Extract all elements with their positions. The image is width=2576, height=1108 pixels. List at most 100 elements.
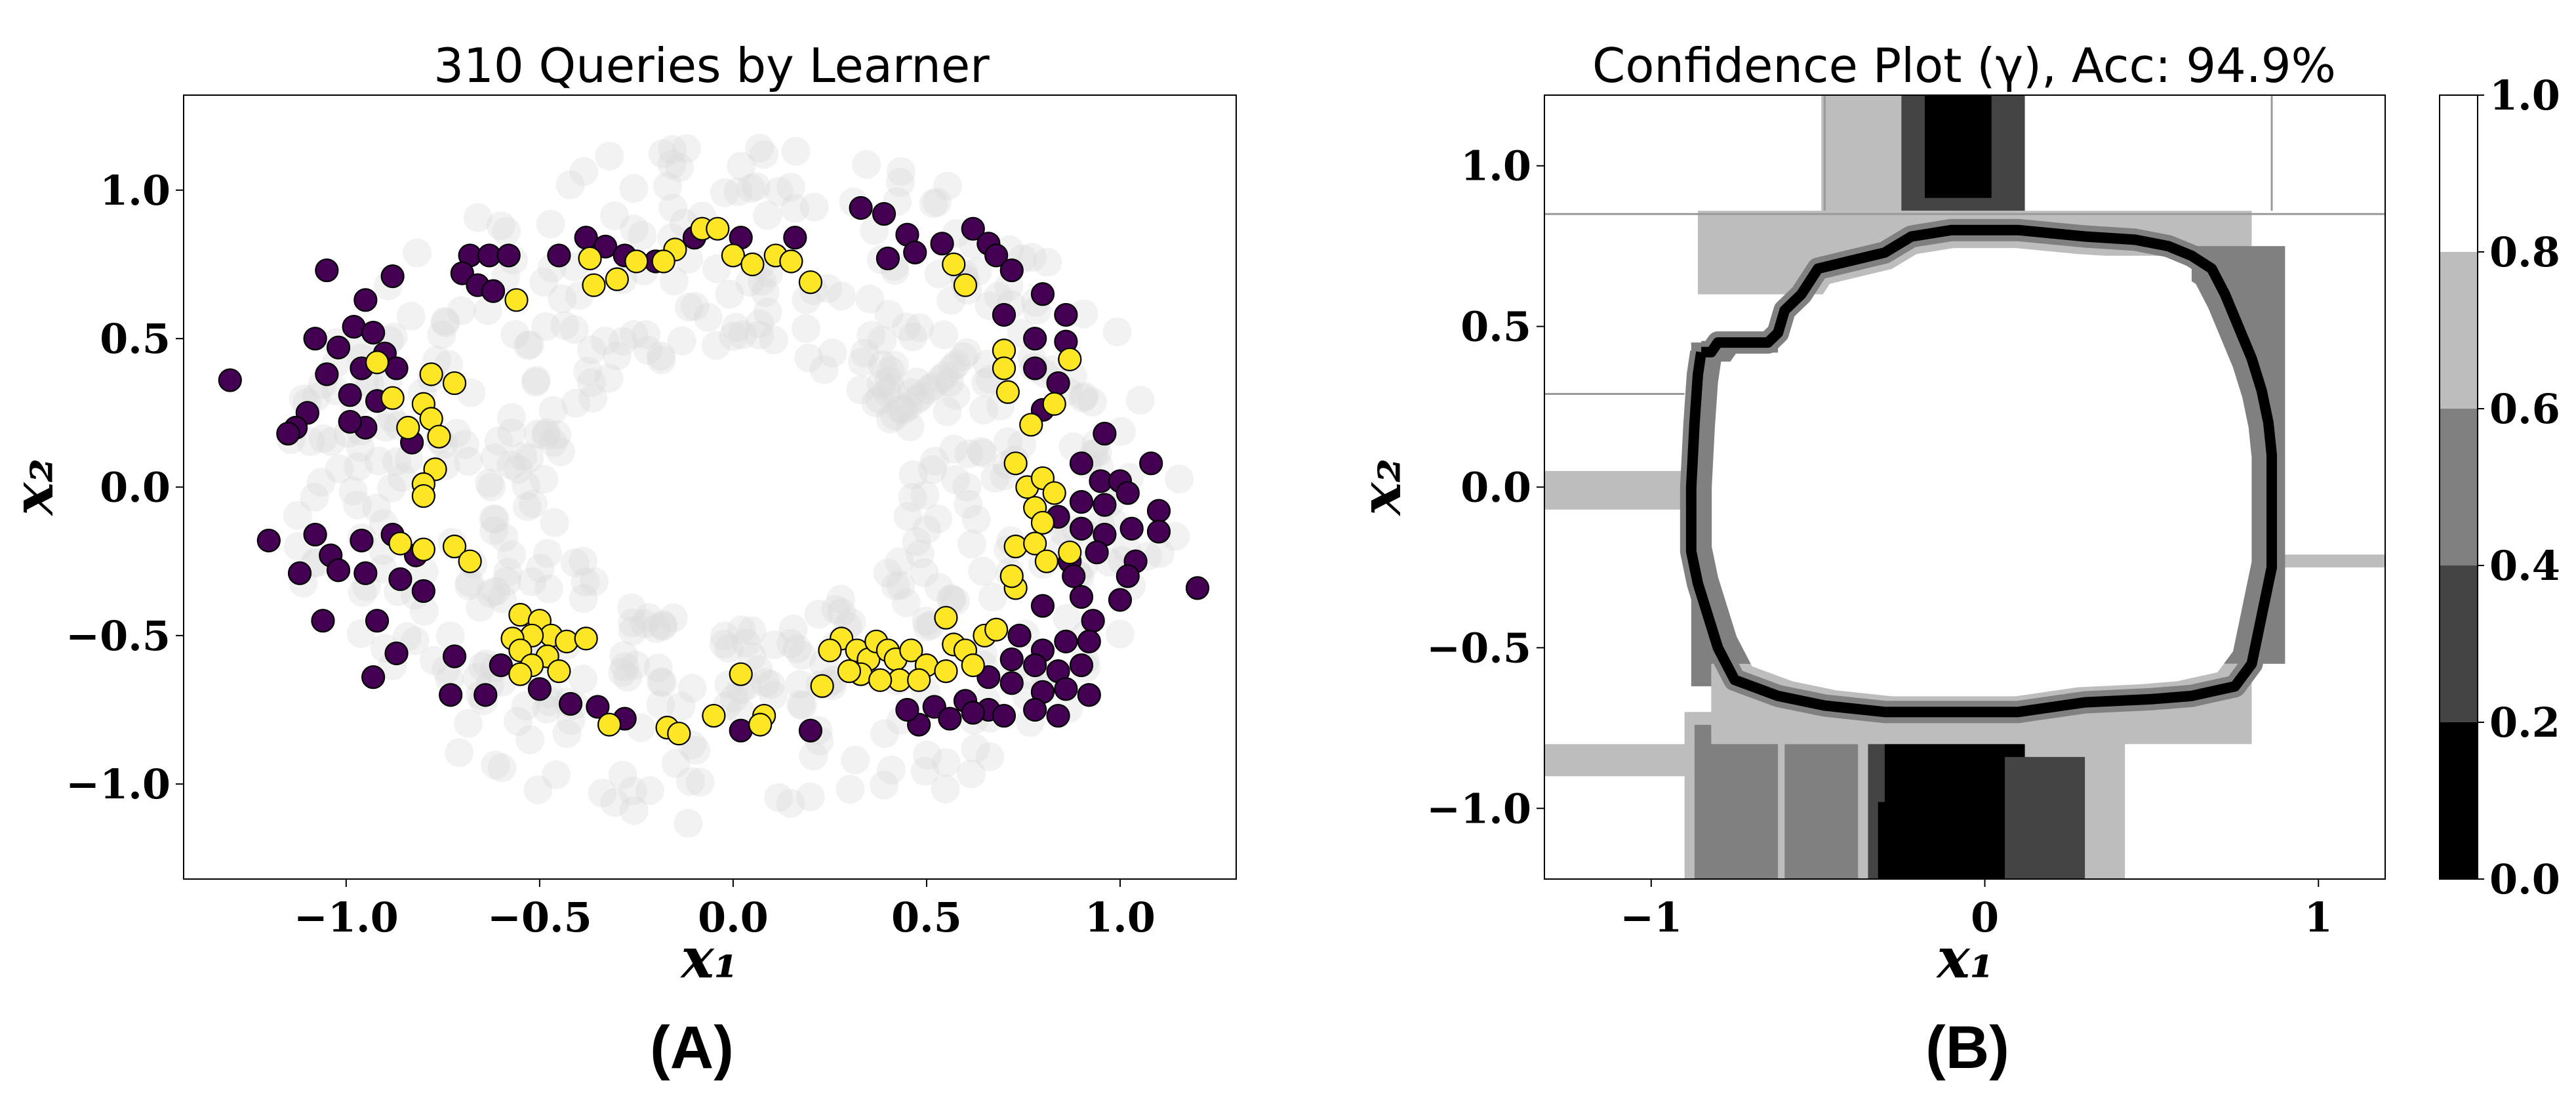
background-point: [742, 172, 771, 201]
background-point: [924, 573, 954, 602]
panel-a-label: (A): [650, 1014, 734, 1081]
purple-query-point: [1007, 623, 1032, 647]
purple-query-point: [938, 707, 962, 731]
yellow-query-point: [651, 249, 675, 274]
background-point: [646, 341, 675, 371]
background-point: [918, 371, 948, 401]
background-point: [939, 434, 969, 464]
background-point: [346, 432, 375, 462]
background-point: [744, 320, 774, 350]
purple-query-point: [311, 609, 335, 633]
background-point: [875, 404, 905, 434]
background-point: [609, 641, 639, 670]
colorbar-segment: [2440, 565, 2478, 722]
panel-a-title: 310 Queries by Learner: [433, 38, 990, 93]
background-point: [926, 364, 956, 394]
background-point: [875, 356, 905, 386]
yellow-query-point: [1023, 531, 1047, 556]
background-point: [1033, 247, 1062, 277]
background-point: [523, 775, 553, 804]
background-point: [776, 628, 806, 658]
background-point: [344, 452, 373, 482]
y-tick-label: 0.5: [1460, 303, 1531, 351]
background-point: [826, 585, 856, 614]
background-point: [427, 320, 456, 350]
yellow-query-point: [555, 629, 579, 653]
purple-query-point: [380, 264, 405, 289]
yellow-query-point: [582, 273, 606, 297]
yellow-query-point: [365, 350, 390, 375]
background-point: [865, 384, 895, 414]
purple-query-point: [1116, 481, 1140, 505]
y-tick-label: 1.0: [1460, 142, 1531, 190]
background-point: [325, 454, 354, 483]
purple-query-point: [1069, 490, 1094, 514]
purple-query-point: [1146, 499, 1171, 523]
background-point: [710, 178, 739, 207]
background-point: [873, 558, 902, 588]
background-point: [658, 193, 688, 222]
background-point: [889, 395, 919, 424]
colorbar-tick-label: 0.8: [2489, 228, 2560, 276]
background-point: [969, 396, 998, 425]
purple-query-point: [895, 697, 919, 722]
background-point: [484, 426, 513, 456]
background-point: [856, 321, 886, 350]
background-point: [723, 177, 753, 207]
background-point: [364, 446, 393, 476]
background-point: [633, 335, 662, 365]
background-point: [618, 608, 647, 638]
background-point: [886, 157, 916, 186]
background-point: [646, 667, 675, 697]
colorbar-tick-label: 0.0: [2489, 855, 2560, 903]
background-point: [920, 446, 950, 476]
purple-query-point: [999, 647, 1024, 672]
yellow-query-point: [427, 424, 451, 449]
background-point: [492, 216, 521, 246]
purple-query-point: [930, 232, 954, 256]
background-point: [1018, 243, 1047, 272]
background-point: [866, 369, 896, 398]
background-point: [885, 547, 914, 577]
purple-query-point: [992, 703, 1016, 728]
query-points: [218, 195, 1210, 746]
background-point: [635, 776, 664, 806]
purple-query-point: [527, 677, 552, 701]
background-point: [940, 465, 970, 495]
background-point: [473, 296, 502, 325]
y-tick-label: −0.5: [1426, 624, 1531, 672]
purple-query-point: [1077, 683, 1101, 707]
yellow-query-point: [702, 703, 726, 728]
background-point: [764, 176, 794, 206]
background-point: [725, 697, 755, 726]
background-point: [481, 750, 510, 780]
background-point: [619, 319, 649, 349]
background-point: [870, 770, 899, 800]
purple-query-point: [365, 609, 390, 633]
background-point: [933, 397, 962, 426]
background-point: [827, 281, 856, 311]
background-point: [721, 312, 751, 342]
background-point: [515, 725, 545, 754]
yellow-query-point: [942, 252, 966, 277]
x-tick-label: −0.5: [487, 893, 592, 941]
x-tick-label: 0.5: [891, 893, 962, 941]
background-point: [935, 367, 964, 397]
background-point: [874, 366, 904, 396]
colorbar-tick-label: 0.6: [2489, 385, 2560, 433]
x-tick-label: 0.0: [698, 893, 769, 941]
background-point: [732, 628, 761, 658]
purple-query-point: [961, 701, 985, 725]
background-point: [745, 133, 775, 163]
purple-query-point: [1093, 493, 1117, 517]
background-point: [799, 741, 828, 771]
background-point: [492, 567, 521, 596]
panel-a-scatter: 310 Queries by Learner −1.0 −0.5 0.0 0.5 1.0…: [1, 38, 1237, 1081]
background-point: [648, 668, 677, 697]
background-point: [978, 583, 1007, 612]
background-point: [531, 418, 561, 447]
yellow-query-point: [907, 668, 931, 692]
background-point: [852, 150, 881, 179]
background-point: [715, 279, 744, 309]
